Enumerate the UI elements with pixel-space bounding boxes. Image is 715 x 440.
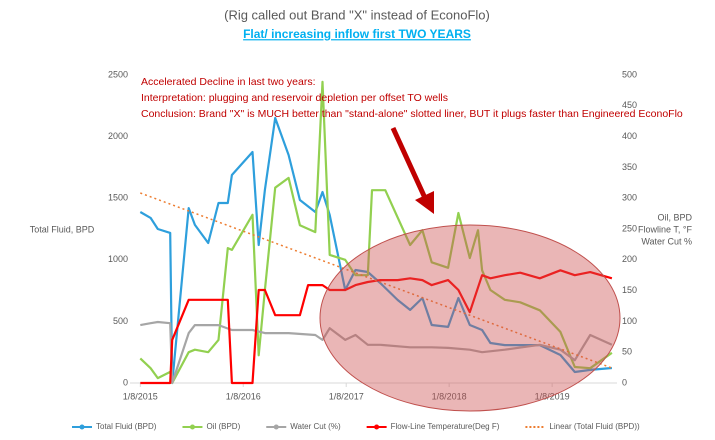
arrow-head (415, 191, 434, 214)
annotation: Conclusion: Brand "X" is MUCH better tha… (141, 108, 683, 120)
series-line (139, 80, 613, 385)
legend-label: Total Fluid (BPD) (96, 422, 157, 431)
legend-label: Flow-Line Temperature(Deg F) (391, 422, 500, 431)
y-axis-label: Total Fluid, BPD (30, 224, 95, 234)
y2-tick-label: 450 (622, 100, 637, 110)
y2-tick-label: 150 (622, 285, 637, 295)
chart-title: (Rig called out Brand "X" instead of Eco… (224, 7, 490, 22)
legend-label: Oil (BPD) (206, 422, 240, 431)
y-tick-label: 1500 (108, 193, 128, 203)
x-tick-label: 1/8/2018 (432, 391, 467, 401)
y2-tick-label: 300 (622, 193, 637, 203)
y2-tick-label: 50 (622, 347, 632, 357)
y-tick-label: 0 (123, 377, 128, 387)
x-tick-label: 1/8/2015 (123, 391, 158, 401)
y2-tick-label: 350 (622, 162, 637, 172)
x-tick-label: 1/8/2016 (226, 391, 261, 401)
arrow-shaft (390, 126, 428, 200)
series-line (140, 320, 613, 385)
series-line (140, 192, 613, 369)
chart-subtitle: Flat/ increasing inflow first TWO YEARS (243, 27, 471, 41)
highlight-ellipse (319, 224, 621, 412)
y2-tick-label: 400 (622, 131, 637, 141)
legend-marker (79, 424, 85, 430)
legend-marker (189, 424, 195, 430)
legend-label: Water Cut (%) (290, 422, 341, 431)
y2-axis-label: Water Cut % (641, 236, 692, 246)
y-tick-label: 500 (113, 316, 128, 326)
annotation: Interpretation: plugging and reservoir d… (141, 92, 448, 104)
y2-axis-label: Oil, BPD (657, 212, 692, 222)
y-tick-label: 2500 (108, 69, 128, 79)
y2-tick-label: 250 (622, 223, 637, 233)
y2-axis-label: Flowline T, °F (638, 224, 692, 234)
y-tick-label: 2000 (108, 131, 128, 141)
x-tick-label: 1/8/2017 (329, 391, 364, 401)
legend-marker (374, 424, 380, 430)
series-line (140, 269, 613, 385)
y2-tick-label: 500 (622, 69, 637, 79)
y-tick-label: 1000 (108, 254, 128, 264)
y2-tick-label: 0 (622, 377, 627, 387)
legend-marker (273, 424, 279, 430)
y2-tick-label: 200 (622, 254, 637, 264)
series-line (139, 116, 612, 385)
y2-tick-label: 100 (622, 316, 637, 326)
legend-label: Linear (Total Fluid (BPD)) (549, 422, 640, 431)
annotation: Accelerated Decline in last two years: (141, 76, 316, 88)
